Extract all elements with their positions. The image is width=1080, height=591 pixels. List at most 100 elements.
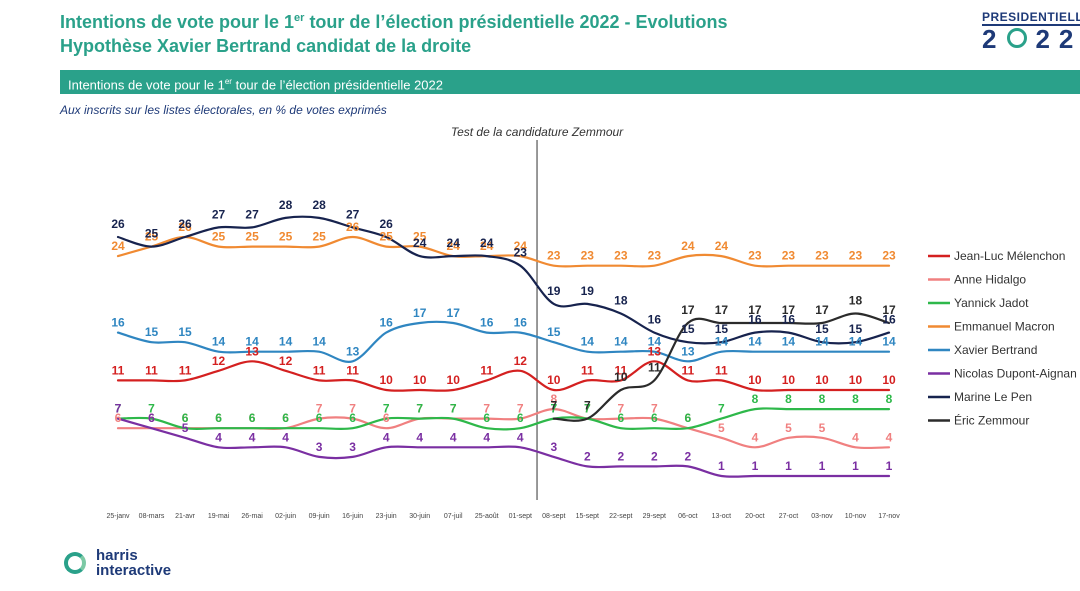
- data-label: 7: [584, 402, 591, 416]
- legend-label: Éric Zemmour: [954, 413, 1029, 428]
- data-label: 18: [614, 293, 628, 307]
- data-label: 6: [148, 411, 155, 425]
- data-label: 7: [651, 402, 658, 416]
- section-band: Intentions de vote pour le 1er tour de l…: [60, 70, 1080, 94]
- x-tick-label: 21-avr: [175, 513, 196, 520]
- data-label: 6: [282, 411, 289, 425]
- data-label: 6: [215, 411, 222, 425]
- data-label: 7: [450, 402, 457, 416]
- data-label: 8: [785, 392, 792, 406]
- data-label: 27: [245, 207, 259, 221]
- data-label: 23: [815, 249, 829, 263]
- data-label: 6: [483, 411, 490, 425]
- data-label: 2: [617, 449, 624, 463]
- data-label: 3: [316, 440, 323, 454]
- data-label: 17: [413, 306, 427, 320]
- data-label: 8: [819, 392, 826, 406]
- data-label: 1: [886, 459, 893, 473]
- x-tick-label: 09-juin: [309, 513, 330, 520]
- data-label: 6: [215, 411, 222, 425]
- data-label: 16: [379, 316, 393, 330]
- x-tick-label: 16-juin: [342, 513, 363, 520]
- data-label: 23: [581, 249, 595, 263]
- title-prefix: Intentions de vote pour le 1: [60, 12, 295, 32]
- data-label: 10: [748, 373, 762, 387]
- series-line-xavier-bertrand: [116, 320, 891, 363]
- data-label: 8: [886, 392, 893, 406]
- data-label: 7: [584, 402, 591, 416]
- data-label: 7: [517, 402, 524, 416]
- data-label: 1: [752, 459, 759, 473]
- x-tick-label: 25-août: [475, 513, 499, 520]
- data-label: 6: [651, 411, 658, 425]
- data-label: 7: [550, 402, 557, 416]
- harris-line2: interactive: [96, 562, 172, 579]
- page-title: Intentions de vote pour le 1er tour de l…: [60, 6, 728, 58]
- series-line-jean-luc-melenchon: [116, 360, 891, 392]
- x-tick-label: 26-mai: [241, 513, 263, 520]
- data-label: 14: [614, 335, 628, 349]
- legend-label: Yannick Jadot: [954, 296, 1029, 310]
- data-label: 10: [782, 373, 796, 387]
- data-label: 14: [782, 335, 796, 349]
- data-label: 14: [245, 335, 259, 349]
- data-label: 26: [178, 217, 192, 231]
- x-tick-label: 10-nov: [845, 513, 867, 520]
- data-label: 17: [748, 303, 762, 317]
- data-label: 4: [282, 430, 289, 444]
- data-label: 23: [882, 249, 896, 263]
- data-label: 17: [715, 303, 729, 317]
- data-label: 16: [748, 313, 762, 327]
- data-label: 8: [550, 392, 557, 406]
- data-label: 2: [685, 449, 692, 463]
- data-label: 3: [550, 440, 557, 454]
- data-label: 16: [480, 316, 494, 330]
- data-label: 6: [685, 411, 692, 425]
- data-label: 6: [349, 411, 356, 425]
- x-tick-label: 29-sept: [643, 513, 666, 520]
- data-label: 24: [480, 239, 494, 253]
- data-label: 5: [785, 421, 792, 435]
- data-label: 5: [182, 421, 189, 435]
- data-label: 11: [346, 363, 359, 377]
- data-label: 26: [111, 217, 125, 231]
- data-label: 23: [849, 249, 863, 263]
- ring-icon: [1007, 28, 1028, 48]
- data-label: 16: [648, 313, 662, 327]
- data-label: 7: [383, 402, 390, 416]
- data-label: 7: [416, 402, 423, 416]
- data-label: 7: [617, 402, 624, 416]
- title-sup: er: [294, 12, 305, 24]
- data-label: 7: [483, 402, 490, 416]
- data-label: 4: [517, 430, 524, 444]
- data-label: 10: [849, 373, 863, 387]
- data-label: 10: [547, 373, 561, 387]
- data-label: 7: [718, 402, 725, 416]
- data-label: 10: [815, 373, 829, 387]
- band-sup: er: [224, 77, 232, 86]
- data-label: 4: [886, 430, 893, 444]
- series-line-nicolas-dupont-aignan: [116, 417, 891, 478]
- title-line2: Hypothèse Xavier Bertrand candidat de la…: [60, 36, 472, 56]
- legend-label: Xavier Bertrand: [954, 343, 1037, 357]
- data-label: 26: [379, 217, 393, 231]
- data-label: 11: [581, 363, 594, 377]
- data-label: 6: [316, 411, 323, 425]
- x-tick-label: 13-oct: [712, 513, 732, 520]
- data-label: 11: [112, 363, 125, 377]
- annotation-label: Test de la candidature Zemmour: [451, 125, 624, 139]
- data-label: 25: [279, 230, 293, 244]
- data-label: 13: [648, 344, 662, 358]
- data-label: 25: [379, 230, 393, 244]
- data-label: 8: [752, 392, 759, 406]
- data-label: 10: [447, 373, 461, 387]
- x-tick-label: 08-mars: [139, 513, 165, 520]
- data-label: 10: [413, 373, 427, 387]
- data-label: 7: [148, 402, 155, 416]
- data-label: 6: [685, 411, 692, 425]
- data-label: 11: [145, 363, 158, 377]
- data-label: 7: [584, 399, 591, 413]
- data-label: 2: [584, 449, 591, 463]
- data-label: 6: [182, 411, 189, 425]
